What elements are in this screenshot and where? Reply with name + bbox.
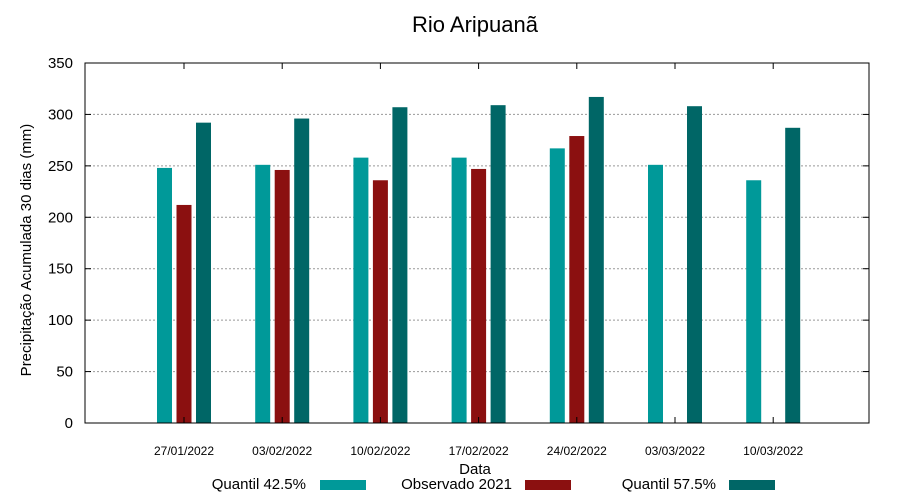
legend-swatch — [525, 480, 571, 490]
bar — [196, 122, 211, 424]
y-tick-label: 50 — [56, 364, 73, 381]
bar — [490, 105, 506, 424]
x-tick-label: 10/03/2022 — [743, 444, 803, 458]
bar — [785, 127, 801, 424]
y-tick-label: 0 — [65, 415, 73, 432]
bar — [471, 168, 487, 423]
chart-title: Rio Aripuanã — [412, 12, 539, 37]
bar — [157, 167, 172, 423]
bar — [372, 180, 388, 423]
bar — [392, 107, 408, 423]
bar — [549, 148, 565, 423]
x-tick-label: 27/01/2022 — [154, 444, 214, 458]
x-tick-label: 03/02/2022 — [252, 444, 312, 458]
legend-label: Quantil 42.5% — [212, 476, 306, 493]
legend-swatch — [320, 480, 366, 490]
bar — [294, 118, 310, 424]
bar — [588, 96, 604, 423]
legend-label: Observado 2021 — [401, 476, 512, 493]
legend: Quantil 42.5% Observado 2021 Quantil 57.5% — [212, 476, 775, 493]
y-tick-label: 250 — [48, 158, 73, 175]
y-tick-label: 350 — [48, 55, 73, 72]
x-axis-ticks: 27/01/2022 03/02/2022 10/02/2022 17/02/2022… — [154, 63, 804, 458]
x-axis-label: Data — [459, 461, 491, 478]
x-tick-label: 10/02/2022 — [350, 444, 410, 458]
bar — [255, 164, 271, 424]
y-tick-label: 200 — [48, 209, 73, 226]
x-tick-label: 03/03/2022 — [645, 444, 705, 458]
bar — [451, 157, 467, 423]
y-axis-label: Precipitação Acumulada 30 dias (mm) — [18, 124, 35, 377]
y-tick-label: 300 — [48, 106, 73, 123]
bars — [157, 96, 801, 424]
bar — [569, 136, 585, 423]
legend-swatch — [729, 480, 775, 490]
bar — [353, 157, 369, 423]
bar — [687, 106, 702, 423]
bar — [746, 180, 762, 423]
y-axis-ticks: 0 50 100 150 200 250 300 350 — [48, 55, 869, 432]
y-tick-label: 150 — [48, 261, 73, 278]
legend-label: Quantil 57.5% — [622, 476, 716, 493]
x-tick-label: 24/02/2022 — [547, 444, 607, 458]
bar — [648, 164, 663, 424]
plot-frame — [84, 62, 870, 424]
bar — [274, 169, 290, 423]
y-tick-label: 100 — [48, 312, 73, 329]
x-tick-label: 17/02/2022 — [449, 444, 509, 458]
bar — [176, 204, 192, 423]
